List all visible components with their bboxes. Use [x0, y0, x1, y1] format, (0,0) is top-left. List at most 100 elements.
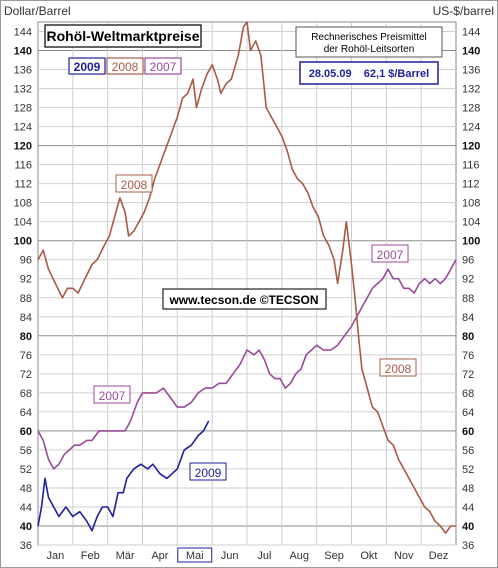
month-label-Jun: Jun: [221, 550, 239, 562]
legend-box-2008: [106, 57, 144, 75]
month-highlight-box: [177, 547, 213, 563]
series-lines: [37, 21, 457, 534]
y-tick-left-128: 128: [14, 103, 32, 115]
y-tick-left-144: 144: [14, 27, 32, 39]
legend-2008: 2008: [112, 60, 139, 74]
y-tick-left-76: 76: [20, 350, 32, 362]
y-tick-left-120: 120: [14, 141, 32, 153]
y-tick-left-68: 68: [20, 388, 32, 400]
legend: 2009 2008 2007: [68, 57, 182, 75]
month-label-Feb: Feb: [81, 550, 100, 562]
label-2008-upper: 2008: [121, 178, 148, 192]
y-tick-left-116: 116: [14, 160, 32, 172]
y-tick-left-36: 36: [20, 540, 32, 552]
y-tick-left-88: 88: [20, 293, 32, 305]
note-box-border: [295, 26, 443, 58]
y-tick-right-60: 60: [462, 426, 474, 438]
month-label-Sep: Sep: [324, 550, 344, 562]
y-tick-left-84: 84: [20, 312, 32, 324]
y-tick-left-108: 108: [14, 198, 32, 210]
y-tick-right-56: 56: [462, 445, 474, 457]
y-tick-right-52: 52: [462, 464, 474, 476]
y-tick-right-80: 80: [462, 331, 474, 343]
month-label-Jan: Jan: [47, 550, 65, 562]
y-tick-right-100: 100: [462, 236, 480, 248]
series-line-2008: [37, 21, 456, 534]
y-tick-right-140: 140: [462, 46, 480, 58]
y-tick-right-132: 132: [462, 84, 480, 96]
month-label-Jul: Jul: [257, 550, 271, 562]
watermark: www.tecson.de ©TECSON: [162, 288, 327, 310]
y-tick-left-64: 64: [20, 407, 32, 419]
y-tick-right-64: 64: [462, 407, 474, 419]
watermark-border: [162, 288, 327, 310]
y-tick-left-40: 40: [20, 521, 32, 533]
note-line-2: der Rohöl-Leitsorten: [324, 44, 415, 55]
month-label-Aug: Aug: [289, 550, 309, 562]
legend-2007: 2007: [150, 60, 177, 74]
y-tick-left-60: 60: [20, 426, 32, 438]
y-tick-right-144: 144: [462, 27, 480, 39]
note-line-1: Rechnerisches Preismittel: [311, 32, 427, 43]
y-tick-right-108: 108: [462, 198, 480, 210]
title-box: Rohöl-Weltmarktpreise: [44, 24, 202, 48]
label-2008-lower: 2008: [385, 362, 412, 376]
quote-box-border: [299, 61, 439, 85]
y-tick-left-44: 44: [20, 502, 32, 514]
y-tick-left-92: 92: [20, 274, 32, 286]
y-tick-right-104: 104: [462, 217, 480, 229]
y-tick-left-80: 80: [20, 331, 32, 343]
y-axis-left-unit: Dollar/Barrel: [4, 4, 71, 18]
y-tick-right-120: 120: [462, 141, 480, 153]
chart-title: Rohöl-Weltmarktpreise: [47, 28, 200, 44]
y-tick-right-92: 92: [462, 274, 474, 286]
y-tick-left-140: 140: [14, 46, 32, 58]
y-tick-left-96: 96: [20, 255, 32, 267]
y-tick-right-44: 44: [462, 502, 474, 514]
series-labels: 2008 2007 2008 2007 2009: [93, 174, 417, 481]
y-tick-left-48: 48: [20, 483, 32, 495]
y-tick-right-48: 48: [462, 483, 474, 495]
y-tick-right-36: 36: [462, 540, 474, 552]
month-label-Nov: Nov: [394, 550, 414, 562]
y-tick-right-116: 116: [462, 160, 480, 172]
y-axis-right: 36 40 44 48 52 56 60 64 68 72 76 80 84 88 92 96 100 104 10…: [462, 27, 480, 552]
series-line-2007: [37, 259, 457, 470]
y-tick-right-112: 112: [462, 179, 480, 191]
y-tick-left-136: 136: [14, 65, 32, 77]
y-tick-left-100: 100: [14, 236, 32, 248]
y-tick-right-96: 96: [462, 255, 474, 267]
y-tick-right-76: 76: [462, 350, 474, 362]
y-tick-left-56: 56: [20, 445, 32, 457]
y-axis-right-unit: US-$/barrel: [433, 4, 494, 18]
title-box-border: [44, 24, 202, 48]
y-tick-left-52: 52: [20, 464, 32, 476]
y-tick-right-40: 40: [462, 521, 474, 533]
month-label-Dez: Dez: [429, 550, 449, 562]
label-box-2007-right: [371, 244, 409, 263]
quote-text: 28.05.09 62,1 $/Barrel: [309, 68, 429, 80]
month-label-Okt: Okt: [360, 550, 377, 562]
x-axis-months: Jan Feb Mär Apr Mai Jun Jul Aug Sep Okt Nov Dez: [47, 547, 449, 563]
month-label-Apr: Apr: [151, 550, 168, 562]
y-tick-right-84: 84: [462, 312, 474, 324]
y-tick-right-88: 88: [462, 293, 474, 305]
series-line-2009: [37, 420, 210, 532]
label-2007-left: 2007: [99, 389, 126, 403]
label-2007-right: 2007: [377, 248, 404, 262]
y-tick-right-124: 124: [462, 122, 480, 134]
label-box-2008-upper: [115, 174, 153, 193]
y-tick-left-132: 132: [14, 84, 32, 96]
y-tick-right-128: 128: [462, 103, 480, 115]
watermark-text: www.tecson.de ©TECSON: [168, 293, 318, 307]
label-2009: 2009: [195, 466, 222, 480]
y-tick-left-112: 112: [14, 179, 32, 191]
note-box: Rechnerisches Preismittel der Rohöl-Leit…: [295, 26, 443, 58]
y-axis-left: 36 40 44 48 52 56 60 64 68 72 76 80 84 88 92 96 100 104 10…: [14, 27, 32, 552]
month-label-Mär: Mär: [116, 550, 135, 562]
y-tick-right-68: 68: [462, 388, 474, 400]
legend-box-2007: [144, 57, 182, 75]
label-box-2009: [189, 462, 227, 481]
label-box-2008-lower: [379, 358, 417, 377]
